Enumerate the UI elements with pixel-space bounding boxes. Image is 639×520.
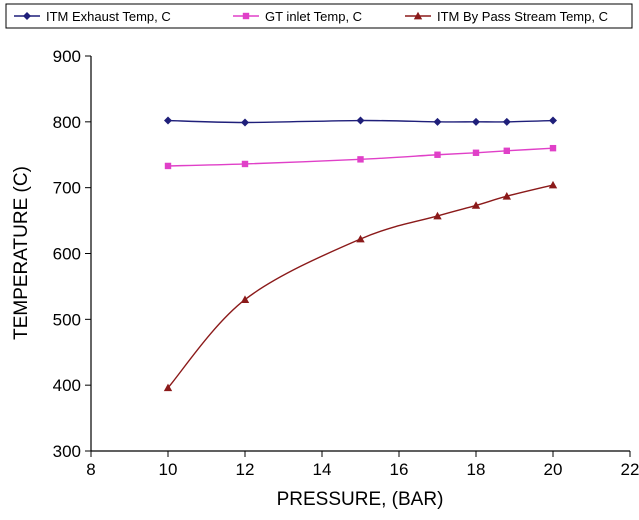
y-axis-label: TEMPERATURE (C) [11,166,32,340]
data-point [356,116,365,125]
series-layer [163,116,558,392]
y-tick-label: 500 [53,310,81,329]
data-point [548,180,558,189]
y-tick-label: 800 [53,113,81,132]
data-point [471,201,481,209]
series-1 [164,116,557,127]
x-tick-label: 20 [544,460,563,479]
x-tick-label: 8 [86,460,95,479]
x-ticks: 8 10 12 14 16 18 20 22 [86,451,639,479]
data-point [502,117,511,126]
data-point [163,383,173,392]
data-point [503,147,510,154]
x-tick-label: 12 [236,460,255,479]
y-tick-label: 600 [53,245,81,264]
data-point [164,162,172,170]
data-point [472,117,480,126]
x-axis-label: PRESSURE, (BAR) [277,489,444,510]
legend-box [5,3,633,29]
data-point [357,156,364,163]
data-point [164,116,172,125]
y-tick-label: 700 [53,179,81,198]
legend-label: GT inlet Temp, C [265,9,362,24]
data-point [240,295,250,303]
x-tick-label: 14 [313,460,332,479]
series-line [167,184,554,389]
series-3 [163,180,558,392]
series-2 [164,144,557,170]
y-tick-label: 900 [53,47,81,66]
legend-marker [23,12,31,20]
legend: ITM Exhaust Temp, C GT inlet Temp, C ITM B… [5,3,633,29]
y-tick-label: 300 [53,442,81,461]
y-tick-label: 400 [53,376,81,395]
x-tick-label: 10 [159,460,178,479]
data-point [549,116,557,125]
data-point [356,234,365,243]
data-point [433,117,442,126]
data-point [241,160,249,168]
y-ticks: 300 400 500 600 700 800 900 [53,47,91,461]
x-tick-label: 18 [467,460,486,479]
legend-item: GT inlet Temp, C [233,9,362,24]
x-tick-label: 16 [390,460,409,479]
data-point [549,144,557,152]
legend-marker [242,12,250,20]
legend-item: ITM By Pass Stream Temp, C [405,9,608,24]
data-point [434,151,441,158]
legend-marker [413,11,423,20]
legend-item: ITM Exhaust Temp, C [14,9,171,24]
legend-items: ITM Exhaust Temp, C GT inlet Temp, C ITM B… [14,9,608,24]
data-point [502,192,511,200]
legend-label: ITM Exhaust Temp, C [46,9,171,24]
x-tick-label: 22 [621,460,639,479]
data-point [433,211,442,220]
legend-label: ITM By Pass Stream Temp, C [437,9,608,24]
data-point [472,149,480,156]
data-point [241,118,249,127]
